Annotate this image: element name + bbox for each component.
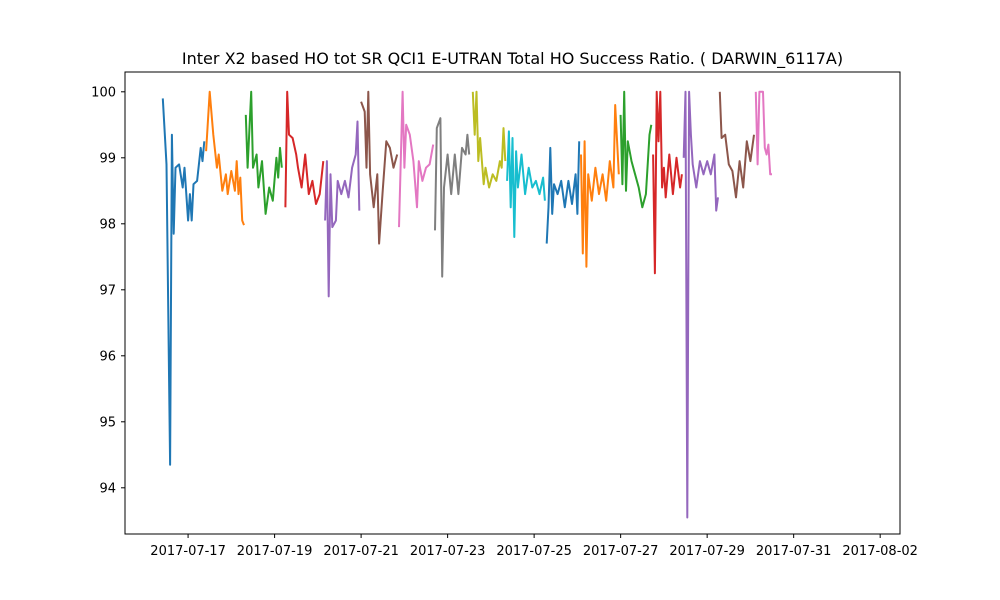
y-tick-label: 98: [99, 217, 116, 232]
series-line-15: [682, 90, 719, 519]
series-line-2: [205, 90, 245, 226]
y-tick-label: 97: [99, 283, 116, 298]
chart-title: Inter X2 based HO tot SR QCI1 E-UTRAN To…: [182, 49, 843, 69]
y-axis-ticks: 94 95 96 97 98 99 100: [91, 85, 125, 496]
series-line-9: [471, 90, 507, 189]
x-tick-label: 2017-07-19: [237, 544, 313, 559]
x-tick-label: 2017-07-27: [583, 544, 659, 559]
series-layer: [161, 90, 772, 519]
series-line-5: [324, 120, 361, 298]
series-line-13: [619, 90, 653, 209]
x-tick-label: 2017-07-17: [150, 544, 226, 559]
y-tick-label: 96: [99, 349, 116, 364]
series-line-7: [398, 90, 435, 228]
x-tick-label: 2017-07-29: [669, 544, 745, 559]
y-tick-label: 99: [99, 151, 116, 166]
series-line-11: [545, 141, 581, 244]
y-tick-label: 95: [99, 415, 116, 430]
series-line-6: [360, 90, 399, 245]
series-line-12: [580, 104, 620, 268]
x-tick-label: 2017-07-31: [756, 544, 832, 559]
series-line-1: [161, 98, 206, 466]
series-line-8: [434, 117, 471, 278]
y-tick-label: 100: [91, 85, 116, 100]
series-line-10: [506, 130, 546, 238]
series-line-3: [244, 90, 283, 215]
x-tick-label: 2017-07-23: [410, 544, 486, 559]
y-tick-label: 94: [99, 481, 116, 496]
series-line-17: [754, 90, 772, 176]
x-tick-label: 2017-07-21: [323, 544, 399, 559]
series-line-4: [284, 90, 325, 208]
x-tick-label: 2017-07-25: [496, 544, 572, 559]
series-line-14: [652, 90, 683, 275]
series-line-16: [718, 91, 755, 199]
x-tick-label: 2017-08-02: [842, 544, 918, 559]
x-axis-ticks: 2017-07-17 2017-07-19 2017-07-21 2017-07-23…: [150, 534, 918, 559]
plot-frame: [124, 71, 901, 535]
